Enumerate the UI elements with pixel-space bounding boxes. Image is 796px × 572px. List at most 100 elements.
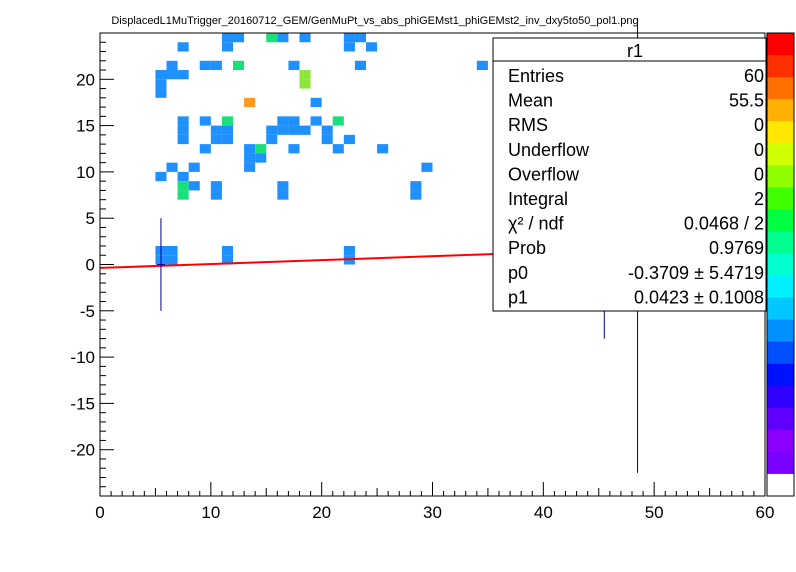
heatmap-cell-34 <box>288 116 300 126</box>
stats-value-2: 0 <box>754 115 764 135</box>
stats-label-3: Underflow <box>508 140 590 160</box>
heatmap-cell-12 <box>199 60 211 71</box>
heatmap-cell-77 <box>343 245 355 256</box>
palette-swatch-1 <box>767 55 794 78</box>
heatmap-cell-36 <box>332 116 344 126</box>
heatmap-cell-51 <box>199 144 211 154</box>
x-tick-label-5: 50 <box>645 503 664 522</box>
heatmap-cell-71 <box>210 190 222 200</box>
stats-label-6: χ² / ndf <box>508 214 564 234</box>
heatmap-cell-27 <box>310 97 322 108</box>
stats-label-0: Entries <box>508 66 564 86</box>
palette-swatch-19 <box>767 451 794 475</box>
heatmap-cell-16 <box>354 60 366 71</box>
stats-value-3: 0 <box>754 140 764 160</box>
heatmap-cell-57 <box>244 153 256 163</box>
heatmap-cell-58 <box>255 153 267 163</box>
y-tick-label-7: -15 <box>70 394 95 413</box>
heatmap-cell-72 <box>277 190 289 200</box>
heatmap-cell-66 <box>188 181 200 191</box>
heatmap-cell-54 <box>288 144 300 154</box>
heatmap-cell-49 <box>321 134 333 145</box>
heatmap-cell-68 <box>277 181 289 191</box>
heatmap-cell-69 <box>410 181 422 191</box>
y-tick-label-0: 20 <box>76 70 95 89</box>
heatmap-cell-67 <box>210 181 222 191</box>
palette-swatch-11 <box>767 275 794 299</box>
x-tick-label-0: 0 <box>95 503 104 522</box>
palette-swatch-10 <box>767 253 794 277</box>
heatmap-cell-33 <box>277 116 289 126</box>
stats-label-5: Integral <box>508 189 568 209</box>
heatmap-cell-1 <box>221 33 233 43</box>
heatmap-cell-25 <box>155 88 167 98</box>
y-tick-label-6: -10 <box>70 348 95 367</box>
stats-value-5: 2 <box>754 189 764 209</box>
palette-swatch-16 <box>767 385 794 409</box>
heatmap-cell-7 <box>343 33 355 43</box>
palette-swatch-9 <box>767 231 794 254</box>
heatmap-cell-52 <box>244 144 256 154</box>
heatmap-cell-14 <box>233 60 245 71</box>
palette-swatch-8 <box>767 209 794 232</box>
stats-value-4: 0 <box>754 164 764 184</box>
x-tick-label-1: 10 <box>201 503 220 522</box>
heatmap-cell-53 <box>255 144 267 154</box>
heatmap-cell-6 <box>299 33 311 43</box>
stats-value-6: 0.0468 / 2 <box>684 214 764 234</box>
heatmap-cell-70 <box>177 190 189 200</box>
heatmap-cell-44 <box>321 125 333 135</box>
heatmap-cell-56 <box>377 144 389 154</box>
palette-swatch-18 <box>767 429 794 453</box>
heatmap-cell-63 <box>155 171 167 182</box>
heatmap-cell-11 <box>166 60 178 71</box>
heatmap-cell-59 <box>166 162 178 172</box>
heatmap-cell-62 <box>421 162 433 172</box>
stats-label-7: Prob <box>508 238 546 258</box>
heatmap-cell-43 <box>299 125 311 135</box>
heatmap-cell-40 <box>266 125 278 135</box>
stats-label-2: RMS <box>508 115 548 135</box>
heatmap-cell-60 <box>188 162 200 172</box>
palette-swatch-6 <box>767 165 794 188</box>
palette-swatch-12 <box>767 297 794 321</box>
heatmap-cell-24 <box>299 79 311 89</box>
x-tick-label-6: 60 <box>756 503 775 522</box>
stats-label-9: p1 <box>508 287 528 307</box>
heatmap-cell-45 <box>177 134 189 145</box>
heatmap-cell-73 <box>410 190 422 200</box>
heatmap-cells <box>155 33 721 265</box>
stats-label-8: p0 <box>508 263 528 283</box>
y-tick-label-3: 5 <box>86 209 95 228</box>
heatmap-cell-76 <box>221 245 233 256</box>
heatmap-cell-32 <box>221 116 233 126</box>
heatmap-cell-3 <box>221 42 233 52</box>
heatmap-cell-31 <box>199 116 211 126</box>
heatmap-cell-9 <box>343 42 355 52</box>
y-tick-label-2: 10 <box>76 163 95 182</box>
heatmap-cell-10 <box>366 42 378 52</box>
heatmap-cell-26 <box>244 97 256 108</box>
heatmap-cell-65 <box>177 181 189 191</box>
heatmap-cell-19 <box>155 70 167 80</box>
y-axis: 20 15 10 5 0 -5 -10 -15 -20 <box>70 32 114 497</box>
heatmap-cell-39 <box>221 125 233 135</box>
palette-swatch-15 <box>767 363 794 387</box>
heatmap-cell-17 <box>476 60 488 71</box>
stats-rows: Entries 60 Mean 55.5 RMS 0 Underflow 0 Overflow 0… <box>508 66 764 307</box>
heatmap-cell-75 <box>166 245 178 256</box>
heatmap-cell-22 <box>299 70 311 80</box>
palette-swatch-3 <box>767 99 794 122</box>
heatmap-cell-47 <box>221 134 233 145</box>
heatmap-cell-80 <box>221 255 233 265</box>
stats-name: r1 <box>627 41 643 61</box>
heatmap-cell-37 <box>177 125 189 135</box>
heatmap-cell-21 <box>177 70 189 80</box>
heatmap-cell-4 <box>266 33 278 43</box>
palette-swatch-5 <box>767 143 794 166</box>
heatmap-cell-2 <box>233 33 245 43</box>
x-tick-label-2: 20 <box>312 503 331 522</box>
heatmap-cell-0 <box>177 42 189 52</box>
stats-box-frame <box>492 37 767 312</box>
